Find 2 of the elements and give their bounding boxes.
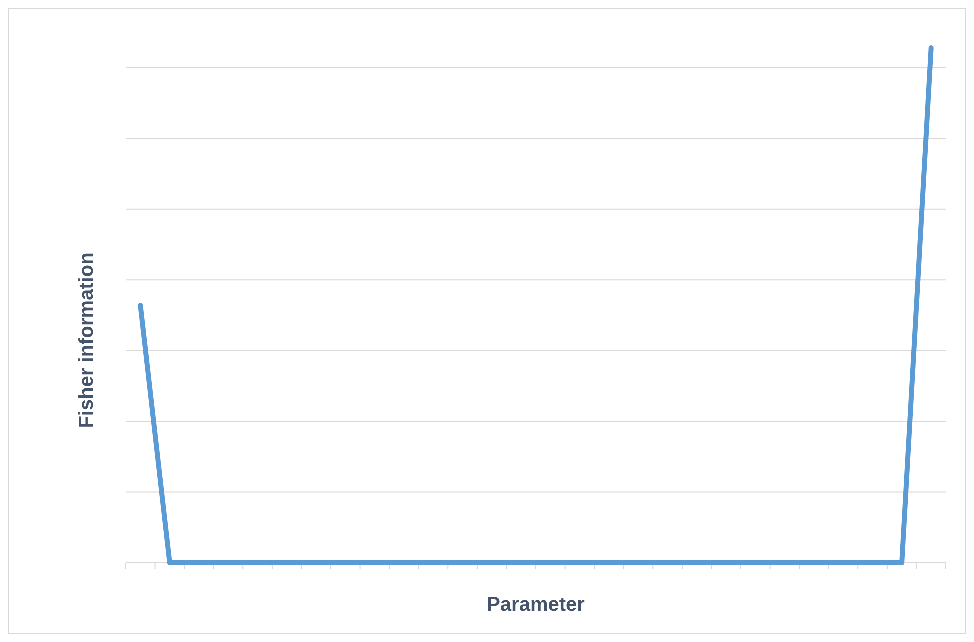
- x-axis-title: Parameter: [487, 594, 586, 616]
- y-axis-title: Fisher information: [76, 252, 98, 428]
